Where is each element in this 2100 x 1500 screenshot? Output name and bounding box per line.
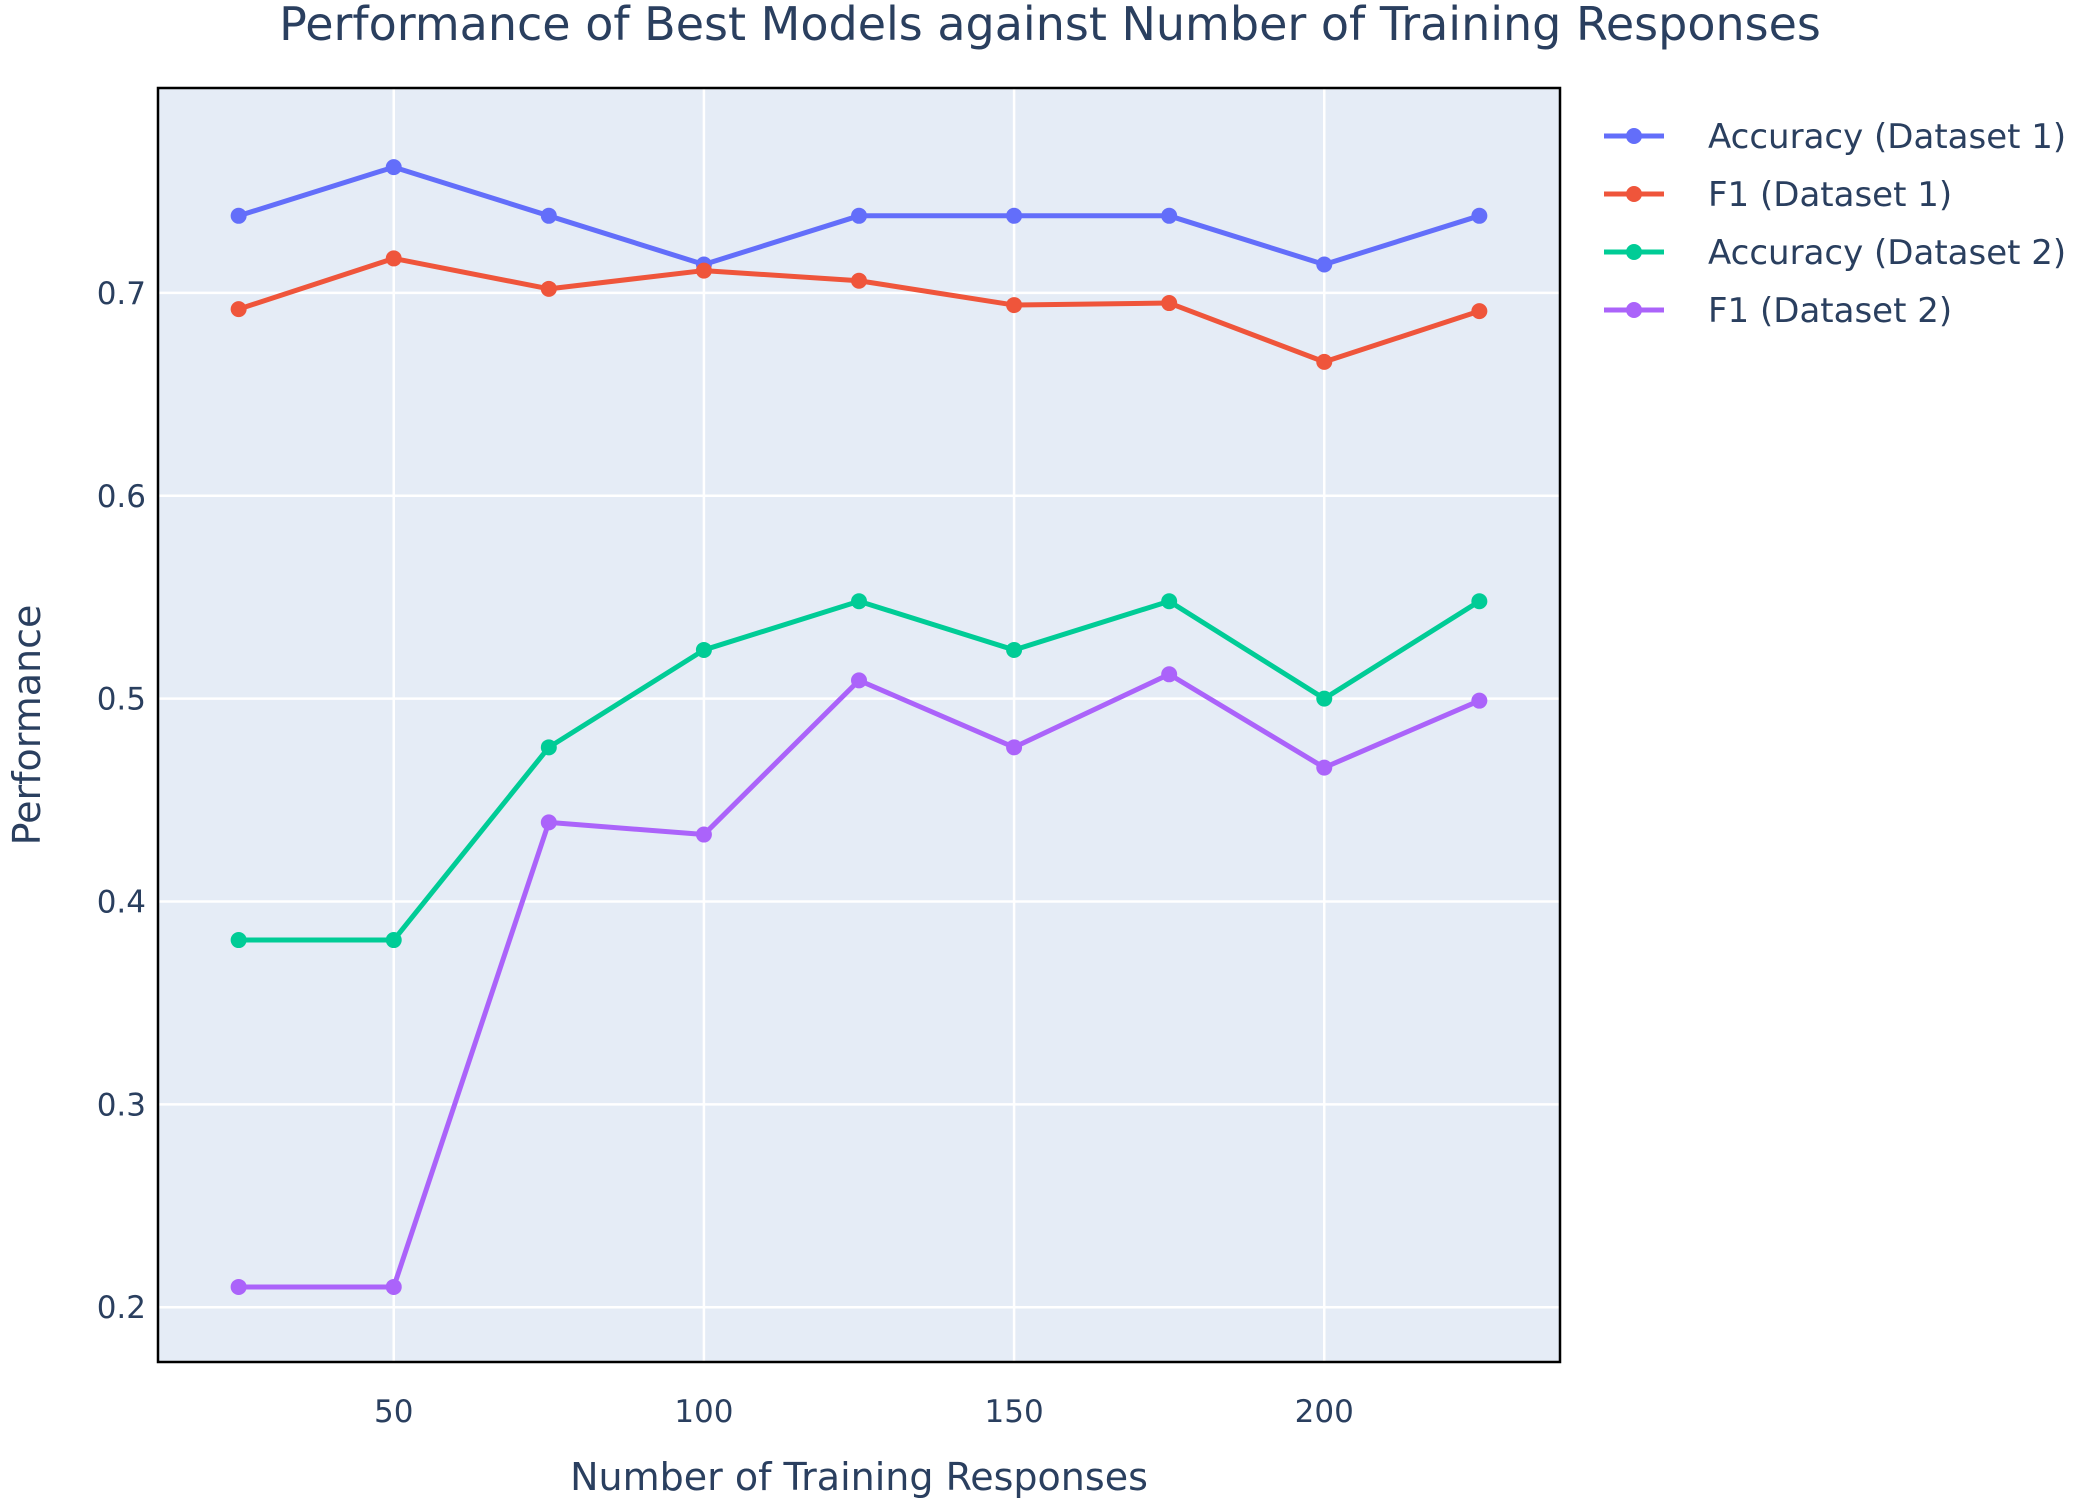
data-point bbox=[1471, 692, 1488, 709]
series-4 bbox=[230, 666, 1488, 1295]
y-axis-title: Performance bbox=[5, 605, 49, 846]
legend-item: F1 (Dataset 2) bbox=[1604, 291, 1952, 331]
y-tick-label: 0.4 bbox=[97, 884, 146, 920]
legend-swatch-marker bbox=[1626, 128, 1642, 144]
legend-label: Accuracy (Dataset 1) bbox=[1708, 117, 2066, 157]
chart-title: Performance of Best Models against Numbe… bbox=[279, 0, 1821, 51]
data-point bbox=[1161, 207, 1178, 224]
plot-frame bbox=[156, 86, 1562, 1364]
data-point bbox=[1471, 303, 1488, 320]
data-point bbox=[851, 672, 867, 689]
series-3 bbox=[230, 593, 1488, 949]
data-point bbox=[385, 159, 402, 176]
data-point bbox=[230, 301, 247, 318]
data-point bbox=[1006, 641, 1023, 658]
data-point bbox=[695, 641, 712, 658]
data-point bbox=[385, 932, 402, 949]
series-layer bbox=[230, 159, 1488, 1295]
legend-label: F1 (Dataset 1) bbox=[1708, 175, 1952, 215]
legend-swatch-marker bbox=[1626, 302, 1642, 318]
x-axis-title: Number of Training Responses bbox=[570, 1455, 1148, 1499]
data-point bbox=[1471, 593, 1488, 610]
data-point bbox=[385, 1278, 402, 1295]
legend-label: Accuracy (Dataset 2) bbox=[1708, 233, 2066, 273]
legend-label: F1 (Dataset 2) bbox=[1708, 291, 1952, 331]
data-point bbox=[1316, 256, 1333, 273]
data-point bbox=[695, 262, 712, 279]
data-point bbox=[1316, 690, 1333, 707]
y-tick-label: 0.7 bbox=[97, 276, 146, 312]
legend-swatch-marker bbox=[1626, 244, 1642, 260]
data-point bbox=[1316, 759, 1333, 776]
legend-item: Accuracy (Dataset 1) bbox=[1604, 117, 2066, 157]
data-point bbox=[1006, 297, 1023, 314]
plot-area bbox=[158, 88, 1560, 1362]
y-gridlines bbox=[158, 291, 1560, 1309]
x-tick-label: 200 bbox=[1295, 1394, 1354, 1430]
data-point bbox=[851, 272, 867, 289]
data-point bbox=[230, 932, 247, 949]
y-tick-label: 0.6 bbox=[97, 479, 146, 515]
data-point bbox=[1161, 593, 1178, 610]
data-point bbox=[540, 814, 557, 831]
legend-item: Accuracy (Dataset 2) bbox=[1604, 233, 2066, 273]
data-point bbox=[1161, 295, 1178, 312]
series-2 bbox=[230, 250, 1488, 370]
data-point bbox=[851, 593, 867, 610]
x-tick-label: 50 bbox=[374, 1394, 413, 1430]
x-tick-label: 150 bbox=[985, 1394, 1044, 1430]
data-point bbox=[230, 1278, 247, 1295]
y-tick-label: 0.5 bbox=[97, 682, 146, 718]
legend-item: F1 (Dataset 1) bbox=[1604, 175, 1952, 215]
legend: Accuracy (Dataset 1) F1 (Dataset 1) Accura… bbox=[1604, 117, 2066, 331]
x-tick-labels: 50 100 150 200 bbox=[374, 1394, 1354, 1430]
data-point bbox=[540, 739, 557, 756]
data-point bbox=[1161, 666, 1178, 683]
data-point bbox=[230, 207, 247, 224]
y-tick-labels: 0.2 0.3 0.4 0.5 0.6 0.7 bbox=[97, 276, 146, 1326]
series-1 bbox=[230, 159, 1488, 273]
legend-swatch-marker bbox=[1626, 186, 1642, 202]
data-point bbox=[1006, 207, 1023, 224]
data-point bbox=[540, 207, 557, 224]
data-point bbox=[1316, 353, 1333, 370]
x-tick-label: 100 bbox=[674, 1394, 733, 1430]
data-point bbox=[695, 826, 712, 843]
data-point bbox=[540, 280, 557, 297]
data-point bbox=[385, 250, 402, 267]
data-point bbox=[1006, 739, 1023, 756]
y-tick-label: 0.2 bbox=[97, 1290, 146, 1326]
y-tick-label: 0.3 bbox=[97, 1087, 146, 1123]
data-point bbox=[1471, 207, 1488, 224]
data-point bbox=[851, 207, 867, 224]
